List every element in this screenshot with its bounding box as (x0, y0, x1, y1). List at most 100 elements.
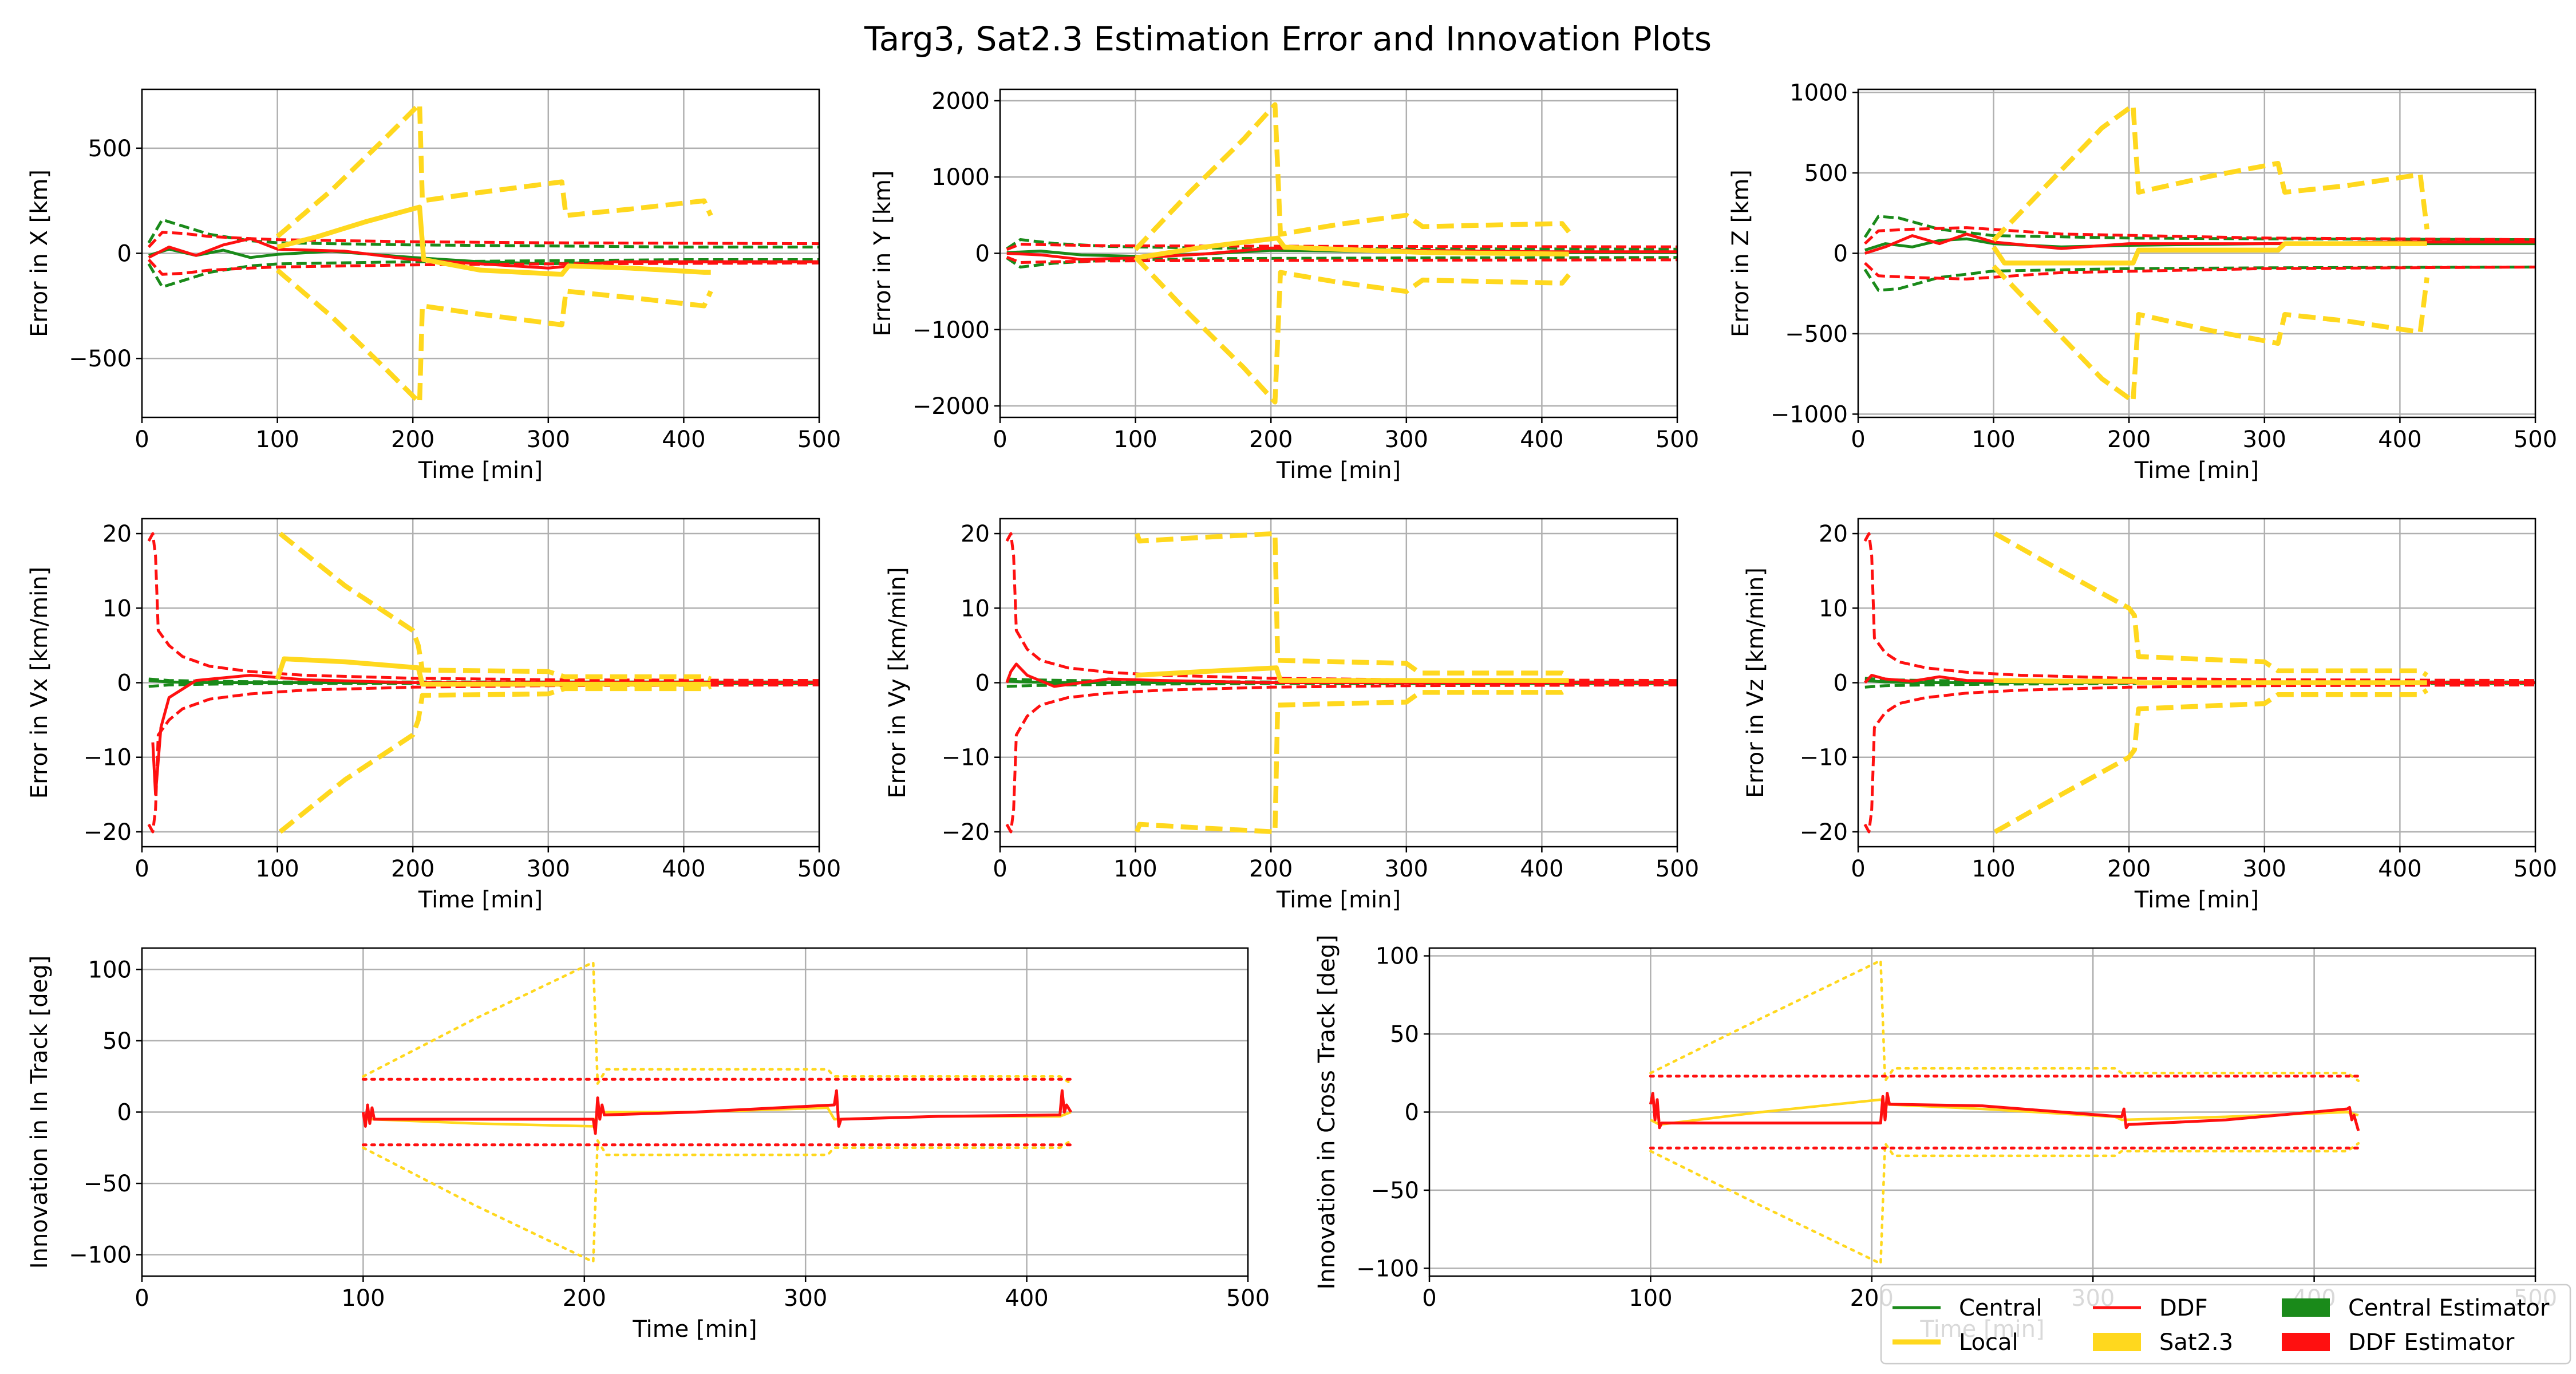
series-ddf-solid-line (1649, 1092, 2360, 1131)
x-tick-label: 400 (1520, 856, 1563, 882)
x-tick-label: 100 (1629, 1285, 1672, 1312)
y-tick-label: 10 (1819, 595, 1848, 622)
x-tick-label: 100 (255, 856, 299, 882)
y-tick-label: 500 (1804, 160, 1848, 187)
x-axis-label: Time [min] (1276, 457, 1401, 484)
x-tick-label: 100 (1113, 427, 1157, 453)
y-tick-label: 2000 (931, 88, 990, 114)
x-tick-label: 400 (1005, 1285, 1048, 1312)
series-local-solid-line (1992, 241, 2427, 266)
x-tick-label: 100 (341, 1285, 385, 1312)
series-local-dashed-line (1993, 531, 2429, 678)
series-central-dashed-line (1006, 238, 1677, 251)
x-tick-label: 100 (255, 427, 299, 453)
x-axis-label: Time [min] (2134, 457, 2259, 484)
series-ddf-dashed-line (1864, 226, 2535, 245)
y-tick-label: 20 (1819, 521, 1848, 547)
x-tick-label: 0 (1422, 1285, 1436, 1312)
x-tick-label: 0 (135, 856, 149, 882)
y-tick-label: −1000 (1771, 401, 1848, 428)
y-tick-label: −100 (69, 1242, 132, 1269)
figure-title: Targ3, Sat2.3 Estimation Error and Innov… (864, 19, 1712, 58)
y-tick-label: −10 (942, 745, 990, 771)
series-ddf-dashed-line (147, 258, 819, 276)
y-tick-label: 0 (1834, 241, 1848, 267)
series-ddf-dashed-line (1005, 683, 1677, 834)
series-local-dotted-line (362, 1139, 1073, 1264)
y-tick-label: 10 (102, 595, 132, 622)
x-tick-label: 400 (662, 427, 705, 453)
legend-label-ddf-estimator: DDF Estimator (2348, 1329, 2515, 1356)
x-tick-label: 200 (2107, 856, 2151, 882)
x-tick-label: 100 (1113, 856, 1157, 882)
series-local-dashed-line (275, 268, 713, 405)
x-axis-label: Time [min] (2134, 887, 2259, 913)
legend-label-sat2-3: Sat2.3 (2159, 1329, 2233, 1356)
y-tick-label: 100 (1376, 943, 1419, 970)
series-ddf-dashed-line (1864, 262, 2535, 281)
y-tick-label: −20 (84, 819, 132, 846)
x-tick-label: 0 (1851, 427, 1865, 453)
series-local-solid-line (275, 656, 711, 687)
x-axis-label: Time [min] (418, 457, 543, 484)
x-tick-label: 500 (2514, 856, 2557, 882)
x-tick-label: 500 (1656, 856, 1699, 882)
y-tick-label: −50 (84, 1171, 132, 1197)
series-group (1863, 531, 2535, 834)
legend-swatch-sat2-3 (2093, 1333, 2141, 1351)
x-axis-label: Time [min] (1276, 887, 1401, 913)
y-axis-label: Error in Vz [km/min] (1743, 567, 1769, 798)
subplot-in-track: 0 100 200 300 400 500 −100 −50 0 50 100 Time [min] I… (26, 947, 1270, 1343)
series-group (1006, 102, 1677, 405)
y-tick-label: 50 (1390, 1021, 1419, 1048)
x-tick-label: 500 (797, 856, 841, 882)
x-tick-label: 100 (1971, 427, 2015, 453)
x-tick-label: 100 (1971, 856, 2015, 882)
x-tick-label: 400 (2378, 427, 2421, 453)
series-group (1005, 531, 1677, 835)
x-tick-label: 200 (1249, 856, 1293, 882)
y-axis-label: Error in Vy [km/min] (884, 567, 911, 798)
y-tick-label: 0 (117, 1100, 132, 1126)
x-tick-label: 400 (1520, 427, 1563, 453)
x-tick-label: 300 (1385, 427, 1428, 453)
x-tick-label: 200 (391, 427, 434, 453)
y-tick-label: −1000 (912, 317, 990, 344)
series-ddf-dashed-line (147, 683, 819, 834)
series-local-dotted-line (362, 961, 1073, 1085)
series-central-dashed-line (1863, 265, 2535, 292)
y-tick-label: 0 (117, 670, 132, 697)
series-group (1649, 959, 2360, 1265)
series-group (1863, 102, 2535, 404)
series-local-solid-line (1135, 665, 1569, 683)
y-axis-label: Error in Vx [km/min] (26, 567, 53, 799)
series-local-dotted-line (1649, 1142, 2360, 1265)
series-local-dashed-line (278, 684, 712, 834)
x-tick-label: 500 (797, 427, 841, 453)
series-ddf-solid-line (361, 1089, 1073, 1135)
legend-label-local: Local (1959, 1329, 2018, 1356)
series-group (147, 531, 819, 834)
x-axis-label: Time [min] (632, 1316, 757, 1343)
x-tick-label: 300 (527, 427, 570, 453)
y-tick-label: 500 (88, 136, 132, 162)
x-axis-label: Time [min] (418, 887, 543, 913)
series-local-solid-line (1135, 235, 1569, 260)
y-tick-label: 20 (961, 521, 990, 547)
y-tick-label: −10 (1800, 745, 1848, 771)
series-group (147, 101, 819, 405)
subplot-vz: 0 100 200 300 400 500 −20 −10 0 10 20 Time [min] Err… (1743, 518, 2557, 913)
x-tick-label: 300 (784, 1285, 827, 1312)
y-tick-label: 1000 (1789, 80, 1848, 106)
x-tick-label: 300 (2243, 427, 2286, 453)
x-tick-label: 400 (2378, 856, 2421, 882)
y-tick-label: 0 (1405, 1100, 1419, 1126)
series-ddf-dashed-line (147, 532, 819, 682)
series-local-dashed-line (278, 531, 712, 682)
series-local-dashed-line (1993, 688, 2429, 834)
legend-label-central-estimator: Central Estimator (2348, 1295, 2550, 1321)
y-tick-label: 1000 (931, 164, 990, 191)
y-tick-label: −10 (84, 745, 132, 771)
